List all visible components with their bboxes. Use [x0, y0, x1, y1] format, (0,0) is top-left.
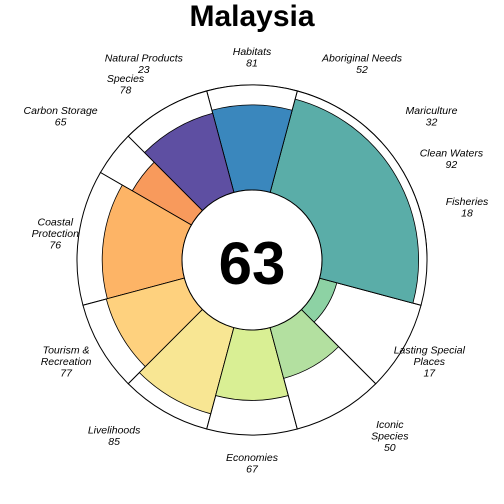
petal-value-habitats: 81	[246, 57, 258, 69]
chart-title: Malaysia	[189, 0, 314, 33]
petal-label-clean-waters: Clean Waters 92	[420, 147, 484, 171]
petal-value-lasting-special-places: 17	[423, 368, 436, 380]
center-circle	[181, 189, 323, 331]
center-score: 63	[219, 230, 286, 297]
labels-group: Fisheries 18 Mariculture 32 Aboriginal Needs…	[24, 46, 490, 476]
petal-value-tourism-recreation: 77	[60, 368, 73, 380]
petal-value-fisheries: 18	[461, 208, 473, 220]
petal-value-natural-products: 23	[137, 64, 150, 76]
petal-label-iconic-species: Iconic Species 50	[371, 419, 409, 454]
petal-label-fisheries: Fisheries 18	[446, 196, 489, 220]
petal-label-species: Species 78	[107, 73, 145, 97]
petal-value-clean-waters: 92	[446, 159, 458, 171]
petal-label-aboriginal-needs: Aboriginal Needs 52	[321, 53, 403, 76]
petal-value-livelihoods: 85	[108, 436, 120, 448]
petal-value-coastal-protection: 76	[49, 240, 61, 252]
petal-value-iconic-species: 50	[384, 442, 396, 454]
petal-label-mariculture: Mariculture 32	[406, 105, 458, 129]
petal-label-coastal-protection: Coastal Protection 76	[32, 217, 79, 252]
petal-label-tourism-recreation: Tourism & Recreation 77	[41, 345, 92, 380]
petal-label-carbon-storage: Carbon Storage 65	[24, 105, 98, 129]
petal-label-natural-products: Natural Products 23	[105, 53, 184, 76]
petal-value-aboriginal-needs: 52	[356, 64, 368, 76]
petal-label-livelihoods: Livelihoods 85	[88, 425, 141, 449]
petal-label-habitats: Habitats 81	[233, 46, 272, 70]
petal-value-species: 78	[120, 84, 132, 96]
petal-value-mariculture: 32	[426, 117, 438, 129]
petal-value-carbon-storage: 65	[55, 117, 67, 129]
petals-group	[76, 84, 428, 436]
petal-label-lasting-special-places: Lasting Special Places 17	[394, 345, 466, 380]
petal-value-economies: 67	[246, 463, 259, 475]
petal-label-economies: Economies 67	[226, 452, 279, 476]
